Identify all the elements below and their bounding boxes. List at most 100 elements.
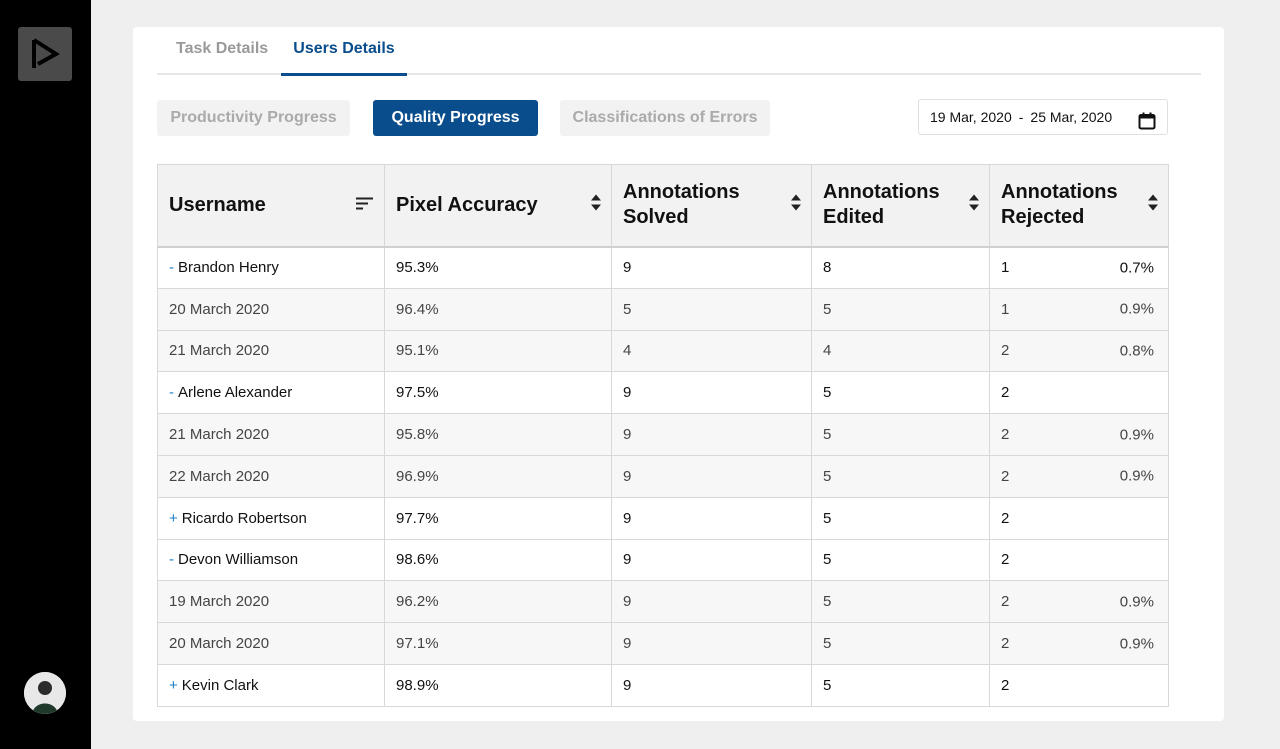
table-row: 20 March 2020 96.4% 5 5 1 0.9% (157, 287, 1169, 331)
sort-arrows-icon[interactable] (969, 193, 979, 218)
cell-solved: 9 (611, 663, 812, 707)
date-range-picker[interactable]: 19 Mar, 2020-25 Mar, 2020 (918, 99, 1168, 135)
user-avatar[interactable] (24, 672, 66, 714)
classifications-of-errors-button[interactable]: Classifications of Errors (560, 100, 770, 136)
cell-edited: 5 (811, 454, 990, 498)
cell-accuracy: 95.1% (384, 329, 612, 373)
cell-rejected: 2 0.9% (989, 413, 1169, 456)
collapse-toggle[interactable]: - (169, 259, 174, 277)
rejected-percent: 0.8% (1119, 342, 1154, 360)
quality-progress-button[interactable]: Quality Progress (373, 100, 538, 136)
cell-solved: 9 (611, 538, 812, 582)
cell-rejected: 2 0.9% (989, 622, 1169, 665)
rejected-percent: 0.9% (1119, 426, 1154, 444)
date-end: 25 Mar, 2020 (1030, 109, 1113, 125)
cell-solved: 4 (611, 329, 812, 373)
cell-rejected: 2 (989, 663, 1169, 707)
sort-arrows-icon[interactable] (1148, 193, 1158, 218)
expand-toggle[interactable]: + (169, 509, 178, 527)
rejected-percent: 0.9% (1119, 593, 1154, 611)
cell-username: + Kevin Clark (157, 663, 385, 707)
collapse-toggle[interactable]: - (169, 384, 174, 402)
table-row[interactable]: - Arlene Alexander 97.5% 9 5 2 (157, 371, 1169, 415)
cell-username: + Ricardo Robertson (157, 496, 385, 540)
cell-rejected: 2 (989, 496, 1169, 540)
cell-edited: 4 (811, 329, 990, 373)
cell-solved: 9 (611, 371, 812, 415)
cell-rejected: 2 (989, 371, 1169, 415)
cell-edited: 5 (811, 496, 990, 540)
table-row: 20 March 2020 97.1% 9 5 2 0.9% (157, 622, 1169, 665)
cell-edited: 5 (811, 538, 990, 582)
table-row: 21 March 2020 95.8% 9 5 2 0.9% (157, 413, 1169, 456)
expand-toggle[interactable]: + (169, 676, 178, 694)
cell-edited: 5 (811, 580, 990, 624)
cell-date: 19 March 2020 (157, 580, 385, 624)
tab-bar: Task Details Users Details (157, 27, 1201, 76)
cell-username: - Devon Williamson (157, 538, 385, 582)
table-row[interactable]: + Ricardo Robertson 97.7% 9 5 2 (157, 496, 1169, 540)
left-rail (0, 0, 91, 749)
date-start: 19 Mar, 2020 (930, 109, 1012, 125)
cell-solved: 9 (611, 246, 812, 289)
header-username[interactable]: Username (157, 164, 385, 248)
cell-solved: 9 (611, 454, 812, 498)
table-row[interactable]: + Kevin Clark 98.9% 9 5 2 (157, 663, 1169, 707)
cell-date: 21 March 2020 (157, 329, 385, 373)
sort-lines-icon[interactable] (356, 193, 374, 218)
cell-rejected: 1 0.7% (989, 246, 1169, 289)
cell-edited: 8 (811, 246, 990, 289)
cell-date: 20 March 2020 (157, 622, 385, 665)
cell-accuracy: 96.2% (384, 580, 612, 624)
sort-arrows-icon[interactable] (591, 193, 601, 218)
cell-solved: 9 (611, 496, 812, 540)
cell-accuracy: 98.9% (384, 663, 612, 707)
cell-accuracy: 96.4% (384, 287, 612, 331)
header-annotations-solved[interactable]: Annotations Solved (611, 164, 812, 248)
date-separator: - (1018, 109, 1024, 125)
cell-rejected: 2 0.8% (989, 329, 1169, 373)
users-quality-table: Username Pixel Accuracy Annotations Solv… (157, 164, 1169, 707)
table-row: 21 March 2020 95.1% 4 4 2 0.8% (157, 329, 1169, 373)
cell-username: - Brandon Henry (157, 246, 385, 289)
cell-accuracy: 95.3% (384, 246, 612, 289)
cell-rejected: 1 0.9% (989, 287, 1169, 331)
table-row: 19 March 2020 96.2% 9 5 2 0.9% (157, 580, 1169, 624)
cell-accuracy: 95.8% (384, 413, 612, 456)
cell-accuracy: 98.6% (384, 538, 612, 582)
cell-username: - Arlene Alexander (157, 371, 385, 415)
header-pixel-accuracy[interactable]: Pixel Accuracy (384, 164, 612, 248)
cell-solved: 9 (611, 413, 812, 456)
rejected-percent: 0.9% (1119, 300, 1154, 318)
header-annotations-rejected[interactable]: Annotations Rejected (989, 164, 1169, 248)
table-row: 22 March 2020 96.9% 9 5 2 0.9% (157, 454, 1169, 498)
cell-solved: 5 (611, 287, 812, 331)
play-logo-icon[interactable] (18, 27, 72, 81)
productivity-progress-button[interactable]: Productivity Progress (157, 100, 350, 136)
rejected-percent: 0.7% (1119, 259, 1154, 277)
cell-accuracy: 97.5% (384, 371, 612, 415)
cell-rejected: 2 0.9% (989, 580, 1169, 624)
cell-date: 22 March 2020 (157, 454, 385, 498)
cell-edited: 5 (811, 371, 990, 415)
main-card: Task Details Users Details Productivity … (133, 27, 1224, 721)
rejected-percent: 0.9% (1119, 635, 1154, 653)
cell-edited: 5 (811, 413, 990, 456)
sort-arrows-icon[interactable] (791, 193, 801, 218)
cell-accuracy: 97.7% (384, 496, 612, 540)
table-header-row: Username Pixel Accuracy Annotations Solv… (157, 164, 1169, 248)
cell-rejected: 2 0.9% (989, 454, 1169, 498)
collapse-toggle[interactable]: - (169, 551, 174, 569)
rejected-percent: 0.9% (1119, 467, 1154, 485)
cell-rejected: 2 (989, 538, 1169, 582)
tab-task-details[interactable]: Task Details (176, 40, 269, 57)
cell-solved: 9 (611, 580, 812, 624)
calendar-icon[interactable] (1138, 108, 1156, 142)
table-row[interactable]: - Devon Williamson 98.6% 9 5 2 (157, 538, 1169, 582)
cell-solved: 9 (611, 622, 812, 665)
tab-users-details[interactable]: Users Details (281, 27, 407, 76)
header-annotations-edited[interactable]: Annotations Edited (811, 164, 990, 248)
cell-date: 20 March 2020 (157, 287, 385, 331)
table-row[interactable]: - Brandon Henry 95.3% 9 8 1 0.7% (157, 246, 1169, 289)
cell-accuracy: 96.9% (384, 454, 612, 498)
